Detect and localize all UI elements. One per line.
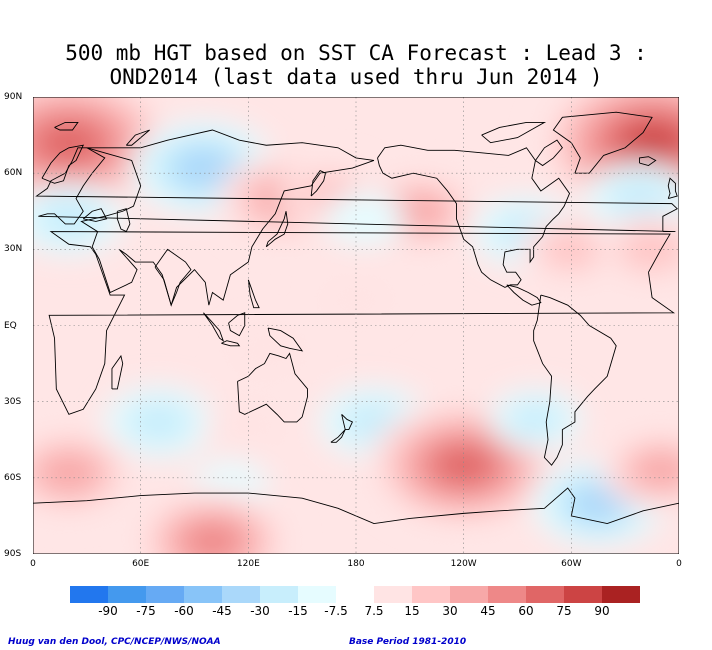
- anomaly-blob: [391, 193, 446, 230]
- color-scale-label: -75: [136, 604, 156, 618]
- anomaly-blob: [39, 453, 99, 493]
- coastline-indonesia1: [203, 312, 225, 342]
- coastline-java: [221, 340, 241, 347]
- color-scale-cell: [450, 586, 488, 603]
- lon-label: 180: [347, 559, 365, 569]
- color-scale-cell: [564, 586, 602, 603]
- color-scale-cell: [602, 586, 640, 603]
- coastline-arcticislands: [481, 121, 547, 144]
- anomaly-blob: [436, 447, 492, 484]
- anomaly-blob: [605, 176, 674, 221]
- anomaly-blob: [38, 122, 100, 163]
- anomaly-blob: [185, 523, 240, 554]
- anomaly-blob: [124, 399, 193, 445]
- anomaly-map: [32, 96, 680, 555]
- color-scale-bar: [70, 586, 640, 603]
- map-title-line-1: 500 mb HGT based on SST CA Forecast : Le…: [65, 41, 647, 65]
- color-scale-label: 7.5: [364, 604, 384, 618]
- lat-label: 30S: [4, 396, 22, 407]
- color-scale-label: -45: [212, 604, 232, 618]
- color-scale-label: 90: [594, 604, 610, 618]
- color-scale-label: -7.5: [324, 604, 348, 618]
- coastline-scandinavia: [41, 144, 85, 184]
- lat-label: 90N: [4, 92, 23, 102]
- color-scale-label: -90: [98, 604, 118, 618]
- coastline-northamerica: [377, 144, 571, 288]
- coastline-japan: [265, 211, 289, 248]
- lat-label: 60S: [4, 472, 22, 483]
- anomaly-blob: [204, 400, 285, 454]
- coastline-novaya: [125, 129, 150, 146]
- color-scale-cell: [336, 586, 374, 603]
- color-scale-label: -60: [174, 604, 194, 618]
- anomaly-blob: [34, 196, 103, 242]
- color-scale-cell: [488, 586, 526, 603]
- lon-label: 120E: [236, 559, 260, 569]
- coastline-svalbard: [54, 121, 79, 131]
- coastline-baffin: [535, 139, 563, 167]
- lon-label: 0: [676, 559, 682, 569]
- coastline-newguinea: [267, 327, 304, 352]
- color-scale-label: 30: [442, 604, 458, 618]
- coastline-newzealand2: [330, 429, 346, 443]
- lat-label: 90S: [4, 549, 22, 559]
- color-scale-cell: [222, 586, 260, 603]
- lon-label: 0: [30, 559, 36, 569]
- coastline-philippines: [247, 279, 260, 309]
- map-title-line-2: OND2014 (last data used thru Jun 2014 ): [109, 65, 603, 89]
- coastline-newzealand: [341, 414, 354, 431]
- anomaly-blob: [624, 124, 679, 161]
- color-scale-cell: [108, 586, 146, 603]
- color-scale-label: 45: [480, 604, 496, 618]
- coastline-africa: [48, 231, 676, 415]
- color-scale-cell: [298, 586, 336, 603]
- coastline-iceland: [639, 156, 657, 167]
- coastline-kamchatka: [310, 170, 327, 197]
- coastline-antarctica: [33, 487, 679, 524]
- coastline-blacksea: [82, 208, 108, 222]
- anomaly-blob: [228, 326, 304, 376]
- anomaly-blob: [324, 192, 406, 246]
- color-scale-label: 15: [404, 604, 420, 618]
- anomaly-blob: [539, 228, 604, 271]
- coastline-asia: [80, 129, 375, 307]
- anomaly-blob: [618, 227, 679, 272]
- color-scale-cell: [260, 586, 298, 603]
- lon-label: 120W: [450, 559, 477, 569]
- color-scale-cell: [146, 586, 184, 603]
- lat-label: EQ: [4, 320, 17, 331]
- author-credit: Huug van den Dool, CPC/NCEP/NWS/NOAA: [8, 637, 221, 647]
- lon-label: 60E: [132, 559, 150, 569]
- lat-label: 60N: [4, 168, 23, 179]
- map-canvas: [32, 96, 680, 555]
- anomaly-blob: [506, 400, 565, 439]
- coastline-india: [154, 248, 192, 307]
- anomaly-blob: [171, 146, 236, 190]
- coastline-uk: [667, 177, 678, 199]
- coastline-europe: [35, 147, 678, 233]
- coastline-southamerica: [533, 294, 617, 466]
- color-scale-cell: [526, 586, 564, 603]
- coastlines: [33, 111, 679, 524]
- color-scale-cell: [374, 586, 412, 603]
- coastline-centralamerica: [506, 284, 542, 306]
- anomaly-blob: [633, 452, 679, 488]
- coastline-caspian: [116, 208, 131, 233]
- coastline-madagascar: [111, 354, 124, 390]
- color-scale-cell: [184, 586, 222, 603]
- color-scale-label: -15: [288, 604, 308, 618]
- lon-label: 60W: [561, 559, 582, 569]
- color-scale-cell: [412, 586, 450, 603]
- color-scale-cell: [70, 586, 108, 603]
- coastline-australia: [237, 352, 308, 423]
- coastline-greenland: [552, 111, 653, 174]
- color-scale-label: -30: [250, 604, 270, 618]
- base-period: Base Period 1981-2010: [349, 637, 467, 647]
- color-scale-label: 60: [518, 604, 534, 618]
- color-scale-label: 75: [556, 604, 572, 618]
- lat-label: 30N: [4, 244, 23, 255]
